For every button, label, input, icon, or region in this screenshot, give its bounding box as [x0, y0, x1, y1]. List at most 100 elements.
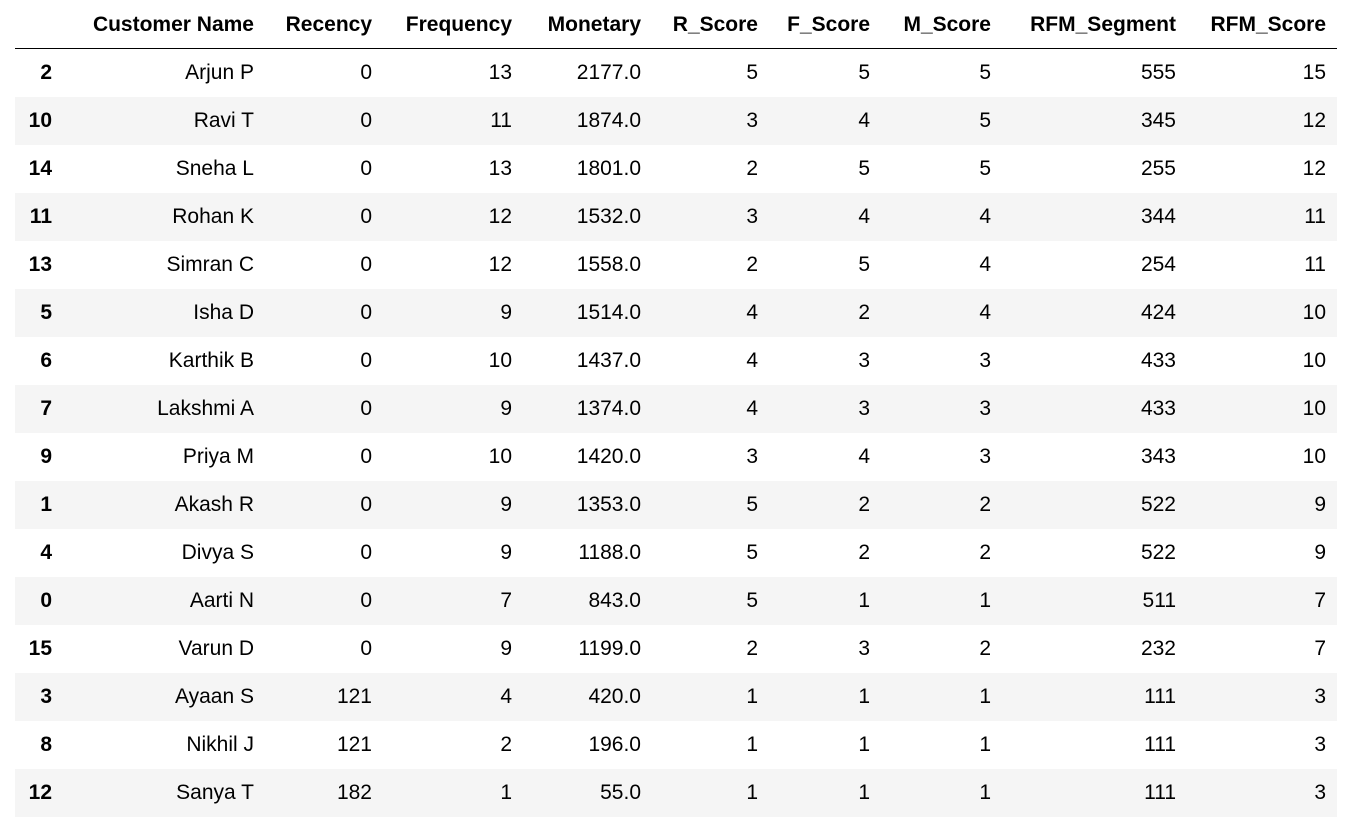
cell-recency: 0 — [360, 61, 372, 84]
cell-monetary: 1199.0 — [578, 637, 641, 660]
cell-monetary: 1420.0 — [576, 445, 641, 468]
cell-rfm-segment: 522 — [1140, 493, 1176, 516]
table-row: 0 Aarti N 0 7 843.0 5 1 1 511 7 — [15, 577, 1337, 625]
cell-rfm-segment: 344 — [1140, 205, 1176, 228]
cell-customer-name: Divya S — [181, 541, 254, 564]
cell-r-score: 2 — [746, 157, 758, 180]
cell-monetary: 2177.0 — [576, 61, 641, 84]
cell-monetary: 843.0 — [588, 589, 641, 612]
row-index: 13 — [28, 253, 52, 276]
cell-f-score: 1 — [858, 589, 870, 612]
cell-frequency: 13 — [488, 157, 512, 180]
cell-recency: 0 — [360, 589, 372, 612]
row-index: 12 — [28, 781, 52, 804]
cell-rfm-segment: 111 — [1144, 733, 1176, 756]
cell-customer-name: Akash R — [174, 493, 254, 516]
cell-rfm-segment: 254 — [1140, 253, 1176, 276]
cell-frequency: 13 — [488, 61, 512, 84]
cell-f-score: 4 — [858, 205, 870, 228]
cell-rfm-score: 9 — [1314, 541, 1326, 564]
cell-customer-name: Aarti N — [189, 589, 254, 612]
cell-f-score: 1 — [858, 733, 870, 756]
cell-r-score: 1 — [746, 733, 758, 756]
table-row: 15 Varun D 0 9 1199.0 2 3 2 232 7 — [15, 625, 1337, 673]
cell-rfm-score: 3 — [1314, 685, 1326, 708]
cell-recency: 0 — [360, 253, 372, 276]
dataframe-output: Customer Name Recency Frequency Monetary R_S… — [15, 2, 1337, 817]
row-index: 3 — [40, 685, 52, 708]
cell-r-score: 4 — [746, 349, 758, 372]
cell-recency: 0 — [360, 301, 372, 324]
column-header-r-score: R_Score — [652, 2, 769, 49]
cell-frequency: 9 — [500, 637, 512, 660]
cell-recency: 0 — [360, 445, 372, 468]
cell-recency: 0 — [360, 397, 372, 420]
cell-m-score: 1 — [979, 589, 991, 612]
cell-customer-name: Sneha L — [175, 157, 254, 180]
row-index: 11 — [29, 205, 52, 228]
row-index: 4 — [40, 541, 52, 564]
table-row: 1 Akash R 0 9 1353.0 5 2 2 522 9 — [15, 481, 1337, 529]
row-index: 5 — [40, 301, 52, 324]
cell-monetary: 1558.0 — [576, 253, 641, 276]
cell-rfm-score: 11 — [1304, 253, 1326, 276]
cell-f-score: 1 — [858, 685, 870, 708]
cell-m-score: 1 — [979, 781, 991, 804]
column-header-frequency: Frequency — [383, 2, 523, 49]
cell-r-score: 2 — [746, 253, 758, 276]
cell-frequency: 9 — [500, 397, 512, 420]
table-row: 8 Nikhil J 121 2 196.0 1 1 1 111 3 — [15, 721, 1337, 769]
column-header-rfm-score: RFM_Score — [1187, 2, 1337, 49]
row-index: 7 — [40, 397, 52, 420]
cell-customer-name: Isha D — [193, 301, 254, 324]
cell-f-score: 3 — [858, 349, 870, 372]
column-header-monetary: Monetary — [523, 2, 652, 49]
table-row: 13 Simran C 0 12 1558.0 2 5 4 254 11 — [15, 241, 1337, 289]
cell-customer-name: Karthik B — [168, 349, 254, 372]
cell-recency: 0 — [360, 349, 372, 372]
cell-frequency: 7 — [500, 589, 512, 612]
row-index: 14 — [28, 157, 52, 180]
cell-frequency: 4 — [500, 685, 512, 708]
cell-recency: 121 — [336, 733, 372, 756]
row-index: 10 — [28, 109, 52, 132]
table-row: 7 Lakshmi A 0 9 1374.0 4 3 3 433 10 — [15, 385, 1337, 433]
cell-m-score: 2 — [979, 637, 991, 660]
row-index: 8 — [40, 733, 52, 756]
cell-customer-name: Lakshmi A — [157, 397, 254, 420]
cell-customer-name: Simran C — [166, 253, 254, 276]
cell-monetary: 1801.0 — [576, 157, 641, 180]
cell-recency: 0 — [360, 205, 372, 228]
cell-customer-name: Ayaan S — [174, 685, 254, 708]
cell-rfm-segment: 343 — [1140, 445, 1176, 468]
cell-rfm-segment: 255 — [1140, 157, 1176, 180]
column-header-customer-name: Customer Name — [63, 2, 265, 49]
column-header-rfm-segment: RFM_Segment — [1002, 2, 1187, 49]
cell-monetary: 1532.0 — [576, 205, 641, 228]
row-index: 0 — [40, 589, 52, 612]
table-row: 14 Sneha L 0 13 1801.0 2 5 5 255 12 — [15, 145, 1337, 193]
cell-f-score: 4 — [858, 109, 870, 132]
cell-m-score: 1 — [979, 685, 991, 708]
cell-f-score: 5 — [858, 157, 870, 180]
table-row: 10 Ravi T 0 11 1874.0 3 4 5 345 12 — [15, 97, 1337, 145]
cell-customer-name: Ravi T — [193, 109, 254, 132]
cell-r-score: 3 — [746, 445, 758, 468]
cell-r-score: 4 — [746, 301, 758, 324]
cell-frequency: 9 — [500, 541, 512, 564]
cell-r-score: 5 — [746, 589, 758, 612]
row-index: 6 — [40, 349, 52, 372]
cell-f-score: 2 — [858, 301, 870, 324]
rfm-dataframe-table: Customer Name Recency Frequency Monetary R_S… — [15, 2, 1337, 817]
table-row: 9 Priya M 0 10 1420.0 3 4 3 343 10 — [15, 433, 1337, 481]
cell-monetary: 1353.0 — [576, 493, 641, 516]
cell-f-score: 4 — [858, 445, 870, 468]
cell-m-score: 1 — [979, 733, 991, 756]
table-header: Customer Name Recency Frequency Monetary R_S… — [15, 2, 1337, 49]
cell-rfm-score: 3 — [1314, 781, 1326, 804]
cell-f-score: 2 — [858, 493, 870, 516]
row-index: 1 — [40, 493, 52, 516]
cell-r-score: 1 — [746, 685, 758, 708]
cell-rfm-segment: 511 — [1142, 589, 1176, 612]
cell-rfm-segment: 555 — [1140, 61, 1176, 84]
